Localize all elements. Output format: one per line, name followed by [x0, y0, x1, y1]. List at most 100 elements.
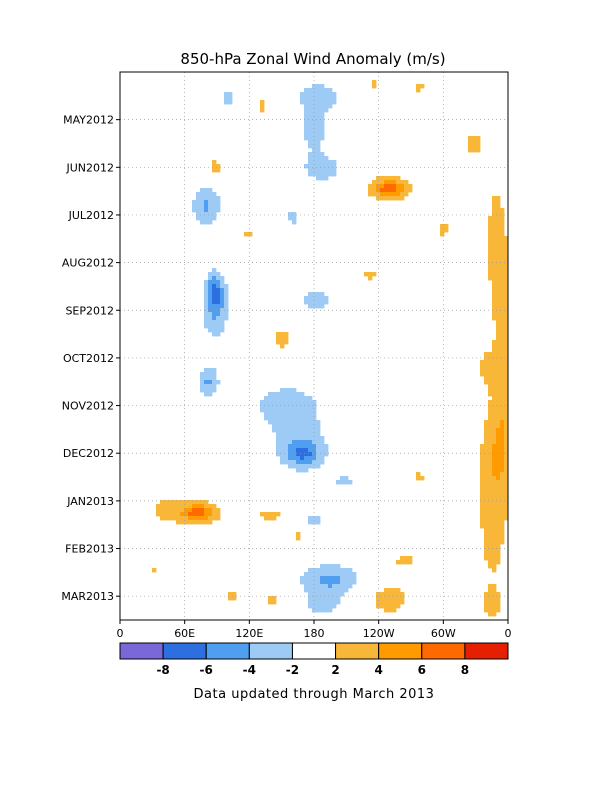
- anomaly-cell: [280, 448, 285, 453]
- anomaly-cell: [484, 516, 489, 521]
- anomaly-cell: [204, 188, 209, 193]
- anomaly-cell: [496, 548, 501, 553]
- colorbar-swatch: [464, 642, 509, 660]
- anomaly-cell: [492, 400, 497, 405]
- anomaly-cell: [316, 604, 321, 609]
- anomaly-cell: [272, 424, 277, 429]
- anomaly-cell: [312, 172, 317, 177]
- anomaly-cell: [328, 608, 333, 613]
- anomaly-cell: [488, 500, 493, 505]
- anomaly-cell: [380, 180, 385, 185]
- anomaly-cell: [484, 468, 489, 473]
- anomaly-cell: [292, 220, 297, 225]
- anomaly-cell: [164, 516, 169, 521]
- anomaly-cell: [504, 456, 509, 461]
- anomaly-cell: [396, 596, 401, 601]
- anomaly-cell: [496, 196, 501, 201]
- anomaly-cell: [320, 568, 325, 573]
- anomaly-cell: [320, 116, 325, 121]
- anomaly-cell: [484, 364, 489, 369]
- anomaly-cell: [292, 396, 297, 401]
- anomaly-cell: [308, 572, 313, 577]
- anomaly-cell: [320, 156, 325, 161]
- anomaly-cell: [304, 404, 309, 409]
- anomaly-cell: [492, 340, 497, 345]
- anomaly-cell: [316, 608, 321, 613]
- anomaly-cell: [496, 396, 501, 401]
- anomaly-cell: [500, 228, 505, 233]
- anomaly-cell: [504, 492, 509, 497]
- anomaly-cell: [488, 392, 493, 397]
- anomaly-cell: [500, 516, 505, 521]
- anomaly-cell: [484, 548, 489, 553]
- anomaly-cell: [324, 572, 329, 577]
- anomaly-cell: [276, 408, 281, 413]
- anomaly-cell: [496, 364, 501, 369]
- y-tick-label: JUL2012: [68, 209, 114, 222]
- anomaly-cell: [332, 92, 337, 97]
- anomaly-cell: [324, 168, 329, 173]
- anomaly-cell: [292, 448, 297, 453]
- anomaly-cell: [308, 92, 313, 97]
- anomaly-cell: [212, 268, 217, 273]
- anomaly-cell: [208, 296, 213, 301]
- anomaly-cell: [504, 340, 509, 345]
- colorbar-label: -4: [243, 663, 256, 677]
- anomaly-cell: [316, 108, 321, 113]
- anomaly-cell: [304, 448, 309, 453]
- anomaly-cell: [496, 544, 501, 549]
- anomaly-cell: [308, 144, 313, 149]
- anomaly-cell: [284, 404, 289, 409]
- anomaly-cell: [304, 576, 309, 581]
- anomaly-cell: [276, 340, 281, 345]
- anomaly-cell: [496, 432, 501, 437]
- anomaly-cell: [320, 104, 325, 109]
- anomaly-cell: [208, 212, 213, 217]
- anomaly-cell: [488, 436, 493, 441]
- anomaly-cell: [304, 416, 309, 421]
- anomaly-cell: [484, 380, 489, 385]
- anomaly-cell: [312, 568, 317, 573]
- anomaly-cell: [488, 508, 493, 513]
- anomaly-cell: [328, 164, 333, 169]
- anomaly-cell: [300, 396, 305, 401]
- anomaly-cell: [484, 484, 489, 489]
- anomaly-cell: [496, 312, 501, 317]
- anomaly-cell: [492, 280, 497, 285]
- anomaly-cell: [324, 176, 329, 181]
- anomaly-cell: [488, 528, 493, 533]
- anomaly-cell: [504, 460, 509, 465]
- anomaly-cell: [216, 284, 221, 289]
- anomaly-cell: [260, 408, 265, 413]
- anomaly-cell: [336, 568, 341, 573]
- anomaly-cell: [324, 452, 329, 457]
- anomaly-cell: [492, 484, 497, 489]
- anomaly-cell: [308, 516, 313, 521]
- anomaly-cell: [204, 320, 209, 325]
- anomaly-cell: [496, 220, 501, 225]
- anomaly-cell: [320, 172, 325, 177]
- anomaly-cell: [312, 152, 317, 157]
- anomaly-cell: [220, 312, 225, 317]
- anomaly-cell: [204, 368, 209, 373]
- anomaly-cell: [320, 572, 325, 577]
- anomaly-cell: [492, 424, 497, 429]
- anomaly-cell: [316, 100, 321, 105]
- anomaly-cell: [492, 208, 497, 213]
- anomaly-cell: [328, 160, 333, 165]
- anomaly-cell: [368, 272, 373, 277]
- anomaly-cell: [468, 140, 473, 145]
- anomaly-cell: [228, 592, 233, 597]
- anomaly-cell: [492, 304, 497, 309]
- anomaly-cell: [308, 304, 313, 309]
- anomaly-cell: [504, 420, 509, 425]
- anomaly-cell: [208, 520, 213, 525]
- anomaly-cell: [212, 276, 217, 281]
- anomaly-cell: [488, 540, 493, 545]
- anomaly-cell: [372, 80, 377, 85]
- anomaly-cell: [316, 592, 321, 597]
- anomaly-cell: [204, 304, 209, 309]
- anomaly-cell: [496, 528, 501, 533]
- anomaly-cell: [500, 436, 505, 441]
- anomaly-cell: [496, 428, 501, 433]
